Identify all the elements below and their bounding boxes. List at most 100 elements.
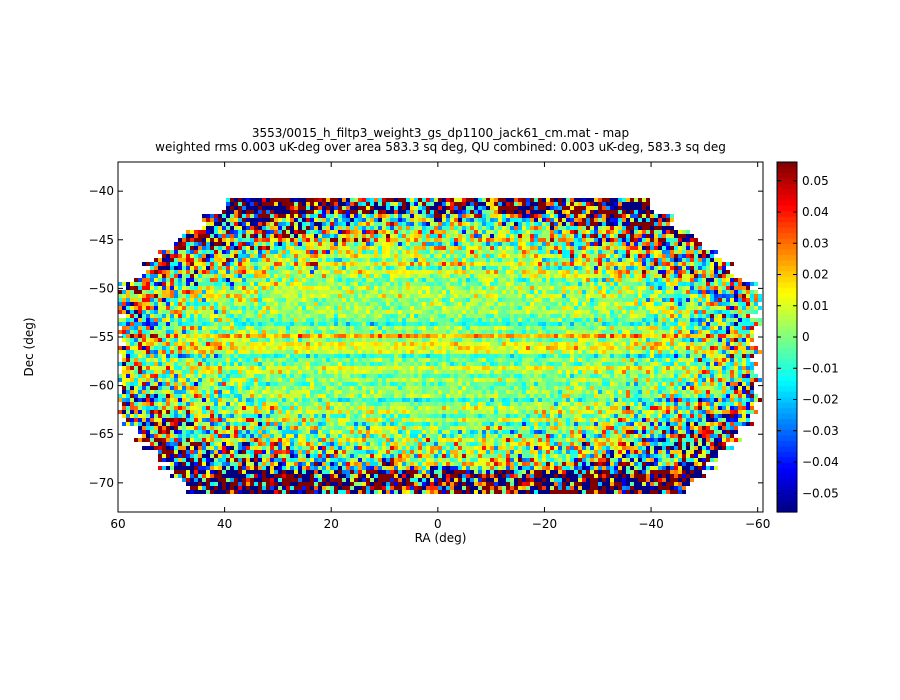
map-cell [126, 338, 130, 342]
map-cell [714, 250, 718, 254]
map-cell [462, 234, 466, 238]
map-cell [254, 298, 258, 302]
map-cell [238, 258, 242, 262]
map-cell [430, 274, 434, 278]
map-cell [126, 298, 130, 302]
map-cell [730, 286, 734, 290]
map-cell [738, 278, 742, 282]
map-cell [374, 250, 378, 254]
map-cell [466, 294, 470, 298]
map-cell [494, 330, 498, 334]
map-cell [522, 258, 526, 262]
map-cell [410, 198, 414, 202]
map-cell [290, 294, 294, 298]
map-cell [174, 254, 178, 258]
map-cell [550, 222, 554, 226]
map-cell [286, 206, 290, 210]
map-cell [302, 338, 306, 342]
map-cell [542, 322, 546, 326]
map-cell [698, 310, 702, 314]
map-cell [206, 218, 210, 222]
map-cell [446, 294, 450, 298]
map-cell [258, 242, 262, 246]
map-cell [282, 214, 286, 218]
map-cell [582, 322, 586, 326]
map-cell [446, 274, 450, 278]
map-cell [254, 306, 258, 310]
map-cell [618, 242, 622, 246]
map-cell [314, 226, 318, 230]
map-cell [306, 226, 310, 230]
map-cell [382, 254, 386, 258]
map-cell [606, 198, 610, 202]
map-cell [654, 254, 658, 258]
map-cell [134, 278, 138, 282]
map-cell [518, 274, 522, 278]
map-cell [378, 326, 382, 330]
map-cell [666, 322, 670, 326]
map-cell [230, 246, 234, 250]
map-cell [354, 230, 358, 234]
map-cell [606, 206, 610, 210]
map-cell [630, 234, 634, 238]
map-cell [234, 334, 238, 338]
map-cell [322, 314, 326, 318]
map-cell [538, 210, 542, 214]
map-cell [722, 266, 726, 270]
map-cell [538, 226, 542, 230]
map-cell [586, 230, 590, 234]
map-cell [438, 318, 442, 322]
map-cell [678, 306, 682, 310]
map-cell [182, 298, 186, 302]
map-cell [186, 338, 190, 342]
map-cell [298, 306, 302, 310]
map-cell [314, 262, 318, 266]
map-cell [286, 306, 290, 310]
map-cell [438, 314, 442, 318]
map-cell [246, 254, 250, 258]
map-cell [562, 218, 566, 222]
map-cell [198, 234, 202, 238]
map-cell [590, 214, 594, 218]
map-cell [598, 210, 602, 214]
map-cell [658, 270, 662, 274]
map-cell [530, 254, 534, 258]
map-cell [734, 298, 738, 302]
map-cell [562, 250, 566, 254]
map-cell [266, 206, 270, 210]
map-cell [490, 302, 494, 306]
map-cell [238, 266, 242, 270]
map-cell [418, 298, 422, 302]
map-cell [286, 250, 290, 254]
map-cell [270, 302, 274, 306]
map-cell [618, 302, 622, 306]
map-cell [674, 322, 678, 326]
map-cell [642, 270, 646, 274]
map-cell [610, 322, 614, 326]
map-cell [170, 310, 174, 314]
map-cell [434, 318, 438, 322]
map-cell [334, 210, 338, 214]
map-cell [178, 298, 182, 302]
map-cell [558, 278, 562, 282]
map-cell [498, 326, 502, 330]
map-cell [574, 270, 578, 274]
map-cell [214, 258, 218, 262]
map-cell [178, 274, 182, 278]
map-cell [618, 254, 622, 258]
map-cell [306, 302, 310, 306]
map-cell [234, 338, 238, 342]
map-cell [590, 266, 594, 270]
map-cell [246, 242, 250, 246]
map-cell [550, 250, 554, 254]
map-cell [278, 318, 282, 322]
map-cell [694, 274, 698, 278]
map-cell [586, 262, 590, 266]
map-cell [494, 334, 498, 338]
map-cell [526, 294, 530, 298]
map-cell [518, 198, 522, 202]
map-cell [278, 198, 282, 202]
map-cell [374, 210, 378, 214]
map-cell [482, 330, 486, 334]
map-cell [266, 238, 270, 242]
